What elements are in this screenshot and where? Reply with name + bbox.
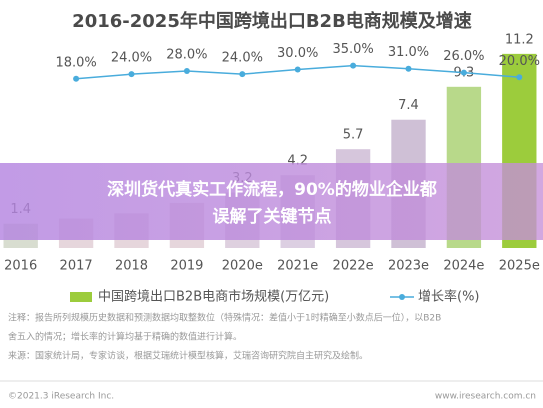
- note: 舍五入的情况；增长率的计算均基于精确的数值进行计算。: [8, 331, 242, 343]
- x-tick-label: 2021e: [277, 259, 318, 274]
- marker: [516, 74, 523, 81]
- x-tick-label: 2022e: [333, 259, 374, 274]
- marker: [460, 69, 467, 76]
- data-label: 5.7: [343, 128, 364, 143]
- data-label: 24.0%: [111, 51, 152, 66]
- marker: [183, 68, 190, 75]
- data-label: 28.0%: [166, 48, 207, 63]
- data-label: 11.2: [505, 32, 534, 47]
- data-label: 7.4: [398, 98, 419, 113]
- data-label: 26.0%: [443, 49, 484, 64]
- x-tick-label: 2025e: [499, 259, 540, 274]
- x-tick-label: 2024e: [443, 259, 484, 274]
- note: 来源：国家统计局，专家访谈，根据艾瑞统计模型核算，艾瑞咨询研究院自主研究及绘制。: [8, 350, 368, 362]
- marker: [294, 66, 301, 73]
- marker: [73, 75, 80, 82]
- data-label: 18.0%: [55, 55, 96, 70]
- legend-label: 中国跨境出口B2B电商市场规模(万亿元): [98, 289, 329, 305]
- banner-text: 误解了关键节点: [213, 206, 332, 227]
- marker: [239, 71, 246, 78]
- banner-text: 深圳货代真实工作流程，90%的物业企业都: [107, 179, 437, 200]
- legend-swatch: [70, 292, 92, 302]
- x-tick-label: 2023e: [388, 259, 429, 274]
- x-tick-label: 2017: [60, 259, 93, 274]
- footer-left: ©2021.3 iResearch Inc.: [8, 392, 114, 402]
- data-label: 30.0%: [277, 46, 318, 61]
- data-label: 20.0%: [499, 54, 540, 69]
- legend-swatch: [399, 294, 405, 300]
- chart-title: 2016-2025年中国跨境出口B2B电商规模及增速: [72, 10, 472, 32]
- marker: [128, 71, 135, 78]
- data-label: 35.0%: [332, 42, 373, 57]
- x-tick-label: 2020e: [222, 259, 263, 274]
- note: 注释：报告所列规模历史数据和预测数据均取整数位（特殊情况：差值小于1时精确至小数…: [8, 312, 441, 324]
- data-label: 31.0%: [388, 45, 429, 60]
- banner: [0, 163, 543, 240]
- x-tick-label: 2019: [170, 259, 203, 274]
- x-tick-label: 2018: [115, 259, 148, 274]
- footer-right: www.iresearch.com.cn: [435, 392, 536, 402]
- data-label: 24.0%: [222, 51, 263, 66]
- x-tick-label: 2016: [4, 259, 37, 274]
- legend-label: 增长率(%): [418, 289, 480, 305]
- marker: [405, 65, 412, 72]
- marker: [350, 62, 357, 69]
